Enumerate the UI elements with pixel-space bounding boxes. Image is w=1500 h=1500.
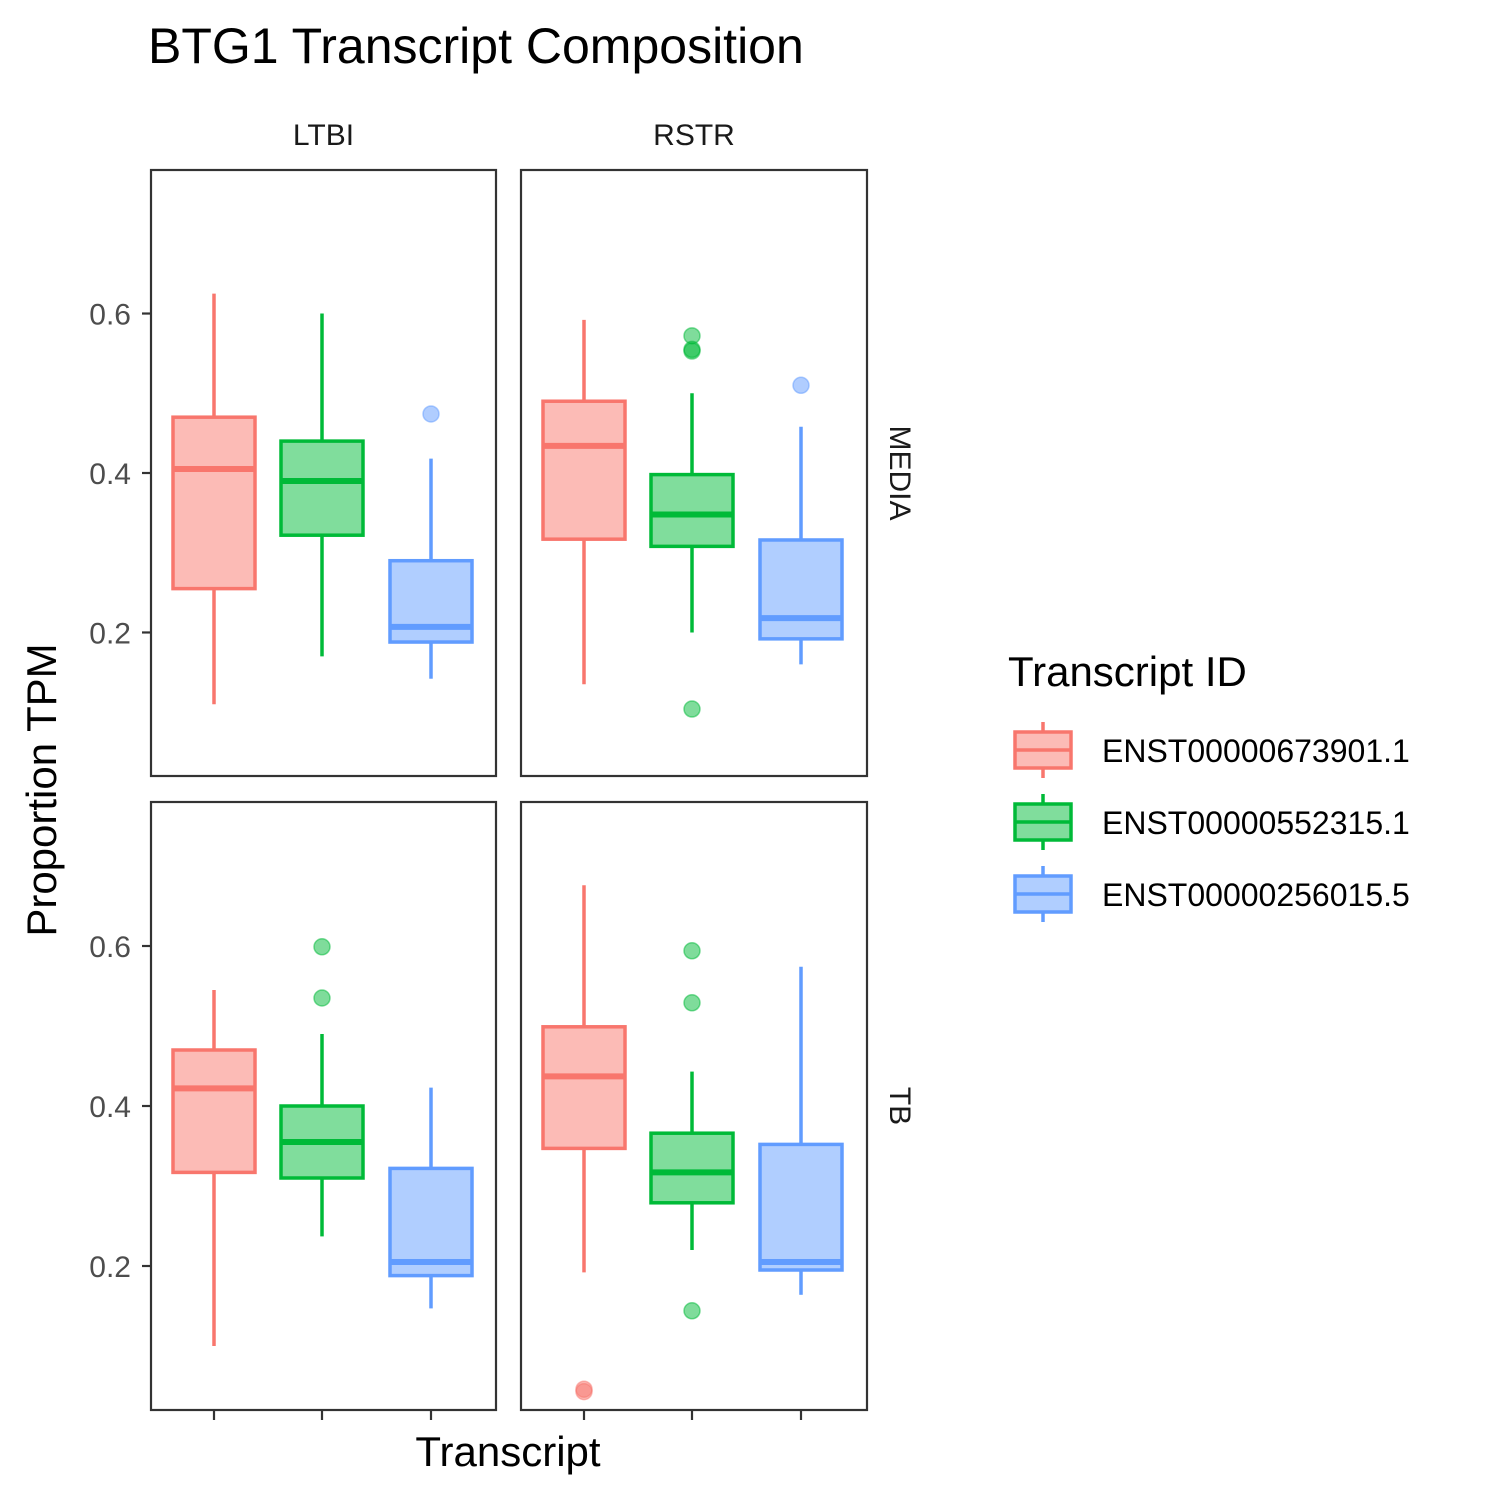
outlier-point [683,994,701,1012]
facet-panels: LTBI RSTR MEDIA TB 0.2 0.4 0.6 0.2 0.4 0.6 [89,119,916,1420]
y-tick-label: 0.4 [89,458,131,491]
box-iqr [171,415,257,591]
box-iqr [758,538,844,641]
box-iqr [758,1142,844,1272]
legend-title: Transcript ID [1008,648,1247,695]
panel-rstr-media [519,168,869,778]
facet-strip-ltbi: LTBI [293,119,354,152]
outlier-point [313,938,331,956]
y-tick-label: 0.6 [89,299,131,332]
y-axis-title: Proportion TPM [18,643,65,936]
box-iqr [279,439,365,537]
outlier-point [683,1302,701,1320]
panel-ltbi-tb [149,800,498,1412]
x-axis-title: Transcript [415,1428,600,1475]
panel-rstr-tb [519,800,869,1412]
outlier-point [792,376,810,395]
panel-border [519,168,869,778]
y-tick-label: 0.2 [89,1251,131,1284]
panel-border [149,168,498,778]
y-tick-label: 0.2 [89,617,131,650]
box-iqr [541,399,627,541]
outlier-point [422,405,440,423]
outlier-point [683,942,701,960]
legend-label: ENST00000256015.5 [1102,877,1410,913]
panel-border [149,800,498,1412]
legend: Transcript ID ENST00000673901.1 ENST00000… [1008,648,1410,922]
outlier-point [313,989,331,1007]
facet-strip-tb: TB [883,1087,916,1125]
legend-item: ENST00000256015.5 [1013,866,1410,922]
facet-strip-rstr: RSTR [653,119,735,152]
outlier-point [683,700,701,718]
legend-label: ENST00000673901.1 [1102,733,1410,769]
box-iqr [541,1025,627,1151]
chart-title: BTG1 Transcript Composition [148,18,804,74]
y-tick-label: 0.6 [89,931,131,964]
legend-item: ENST00000552315.1 [1013,794,1410,850]
box-iqr [388,1166,474,1278]
box-iqr [649,1131,735,1205]
legend-item: ENST00000673901.1 [1013,722,1410,778]
legend-label: ENST00000552315.1 [1102,805,1410,841]
panel-border [519,800,869,1412]
y-tick-label: 0.4 [89,1091,131,1124]
outlier-point [575,1382,593,1401]
outlier-point [683,340,701,359]
box-iqr [171,1048,257,1175]
box-iqr [649,472,735,549]
panel-ltbi-media [149,168,498,778]
facet-strip-media: MEDIA [883,425,916,520]
